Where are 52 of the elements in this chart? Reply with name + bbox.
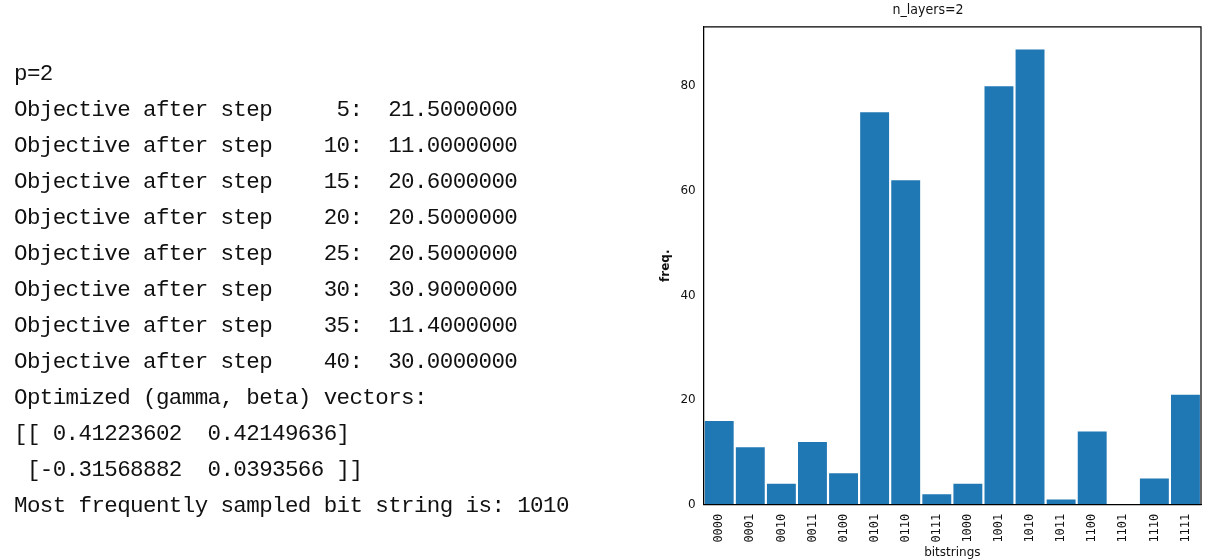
text: [-0.31568882 0.0393566 ]] xyxy=(25,456,364,485)
text: Objective after step 5: 21.5000000 xyxy=(14,96,519,125)
text: Objective after step 40: 30.0000000 xyxy=(14,348,519,377)
x-tick-label: 0001 xyxy=(742,513,757,543)
y-tick-label: 0 xyxy=(688,496,696,511)
text: Objective after step 30: 30.9000000 xyxy=(14,276,519,305)
x-tick-label: 0010 xyxy=(773,513,788,543)
x-tick-label: 0000 xyxy=(711,513,726,543)
x-tick-label: 0011 xyxy=(804,513,819,543)
bar xyxy=(704,421,734,505)
text: Objective after step 25: 20.5000000 xyxy=(14,240,519,269)
bar xyxy=(798,441,827,505)
x-tick-label: 1010 xyxy=(1022,513,1037,543)
x-axis-title: bitstrings xyxy=(924,544,981,559)
text: [[ 0.41223602 0.42149636] xyxy=(14,420,351,449)
bar xyxy=(891,180,921,505)
bar xyxy=(1139,478,1169,505)
bar xyxy=(1015,49,1045,505)
x-tick-label: 0101 xyxy=(866,513,881,543)
y-tick-label: 40 xyxy=(680,287,696,302)
bar xyxy=(735,447,765,505)
bar xyxy=(1171,394,1200,505)
bar xyxy=(860,112,890,505)
y-axis-title: freq. xyxy=(658,249,673,282)
y-tick-label: 20 xyxy=(680,392,696,407)
bar xyxy=(953,483,983,505)
x-tick-label: 1011 xyxy=(1053,513,1068,543)
y-tick-label: 60 xyxy=(680,182,696,197)
bar xyxy=(1046,499,1076,505)
x-tick-label: 1001 xyxy=(991,513,1006,543)
x-tick-label: 1101 xyxy=(1115,513,1130,543)
text: Optimized (gamma, beta) vectors: xyxy=(14,384,428,413)
x-tick-label: 1111 xyxy=(1177,513,1192,543)
text: Most frequently sampled bit string is: 1010 xyxy=(14,492,570,521)
bar xyxy=(829,473,858,505)
x-tick-label: 1000 xyxy=(960,513,974,543)
y-tick-label: 80 xyxy=(680,78,696,93)
text: p=2 xyxy=(14,60,54,89)
bar xyxy=(984,86,1014,505)
x-tick-label: 0110 xyxy=(897,513,912,543)
x-tick-label: 1110 xyxy=(1146,513,1161,543)
x-tick-label: 0111 xyxy=(928,513,943,543)
x-tick-label: 1100 xyxy=(1084,513,1099,543)
bar xyxy=(922,494,952,505)
bar xyxy=(1077,431,1107,505)
text: Objective after step 35: 11.4000000 xyxy=(14,312,519,341)
text: Objective after step 15: 20.6000000 xyxy=(14,168,519,197)
text: Objective after step 20: 20.5000000 xyxy=(14,204,519,233)
x-tick-label: 0100 xyxy=(835,513,850,543)
text: Objective after step 10: 11.0000000 xyxy=(14,132,519,161)
chart-title: n_layers=2 xyxy=(892,1,964,18)
bar xyxy=(766,483,796,505)
